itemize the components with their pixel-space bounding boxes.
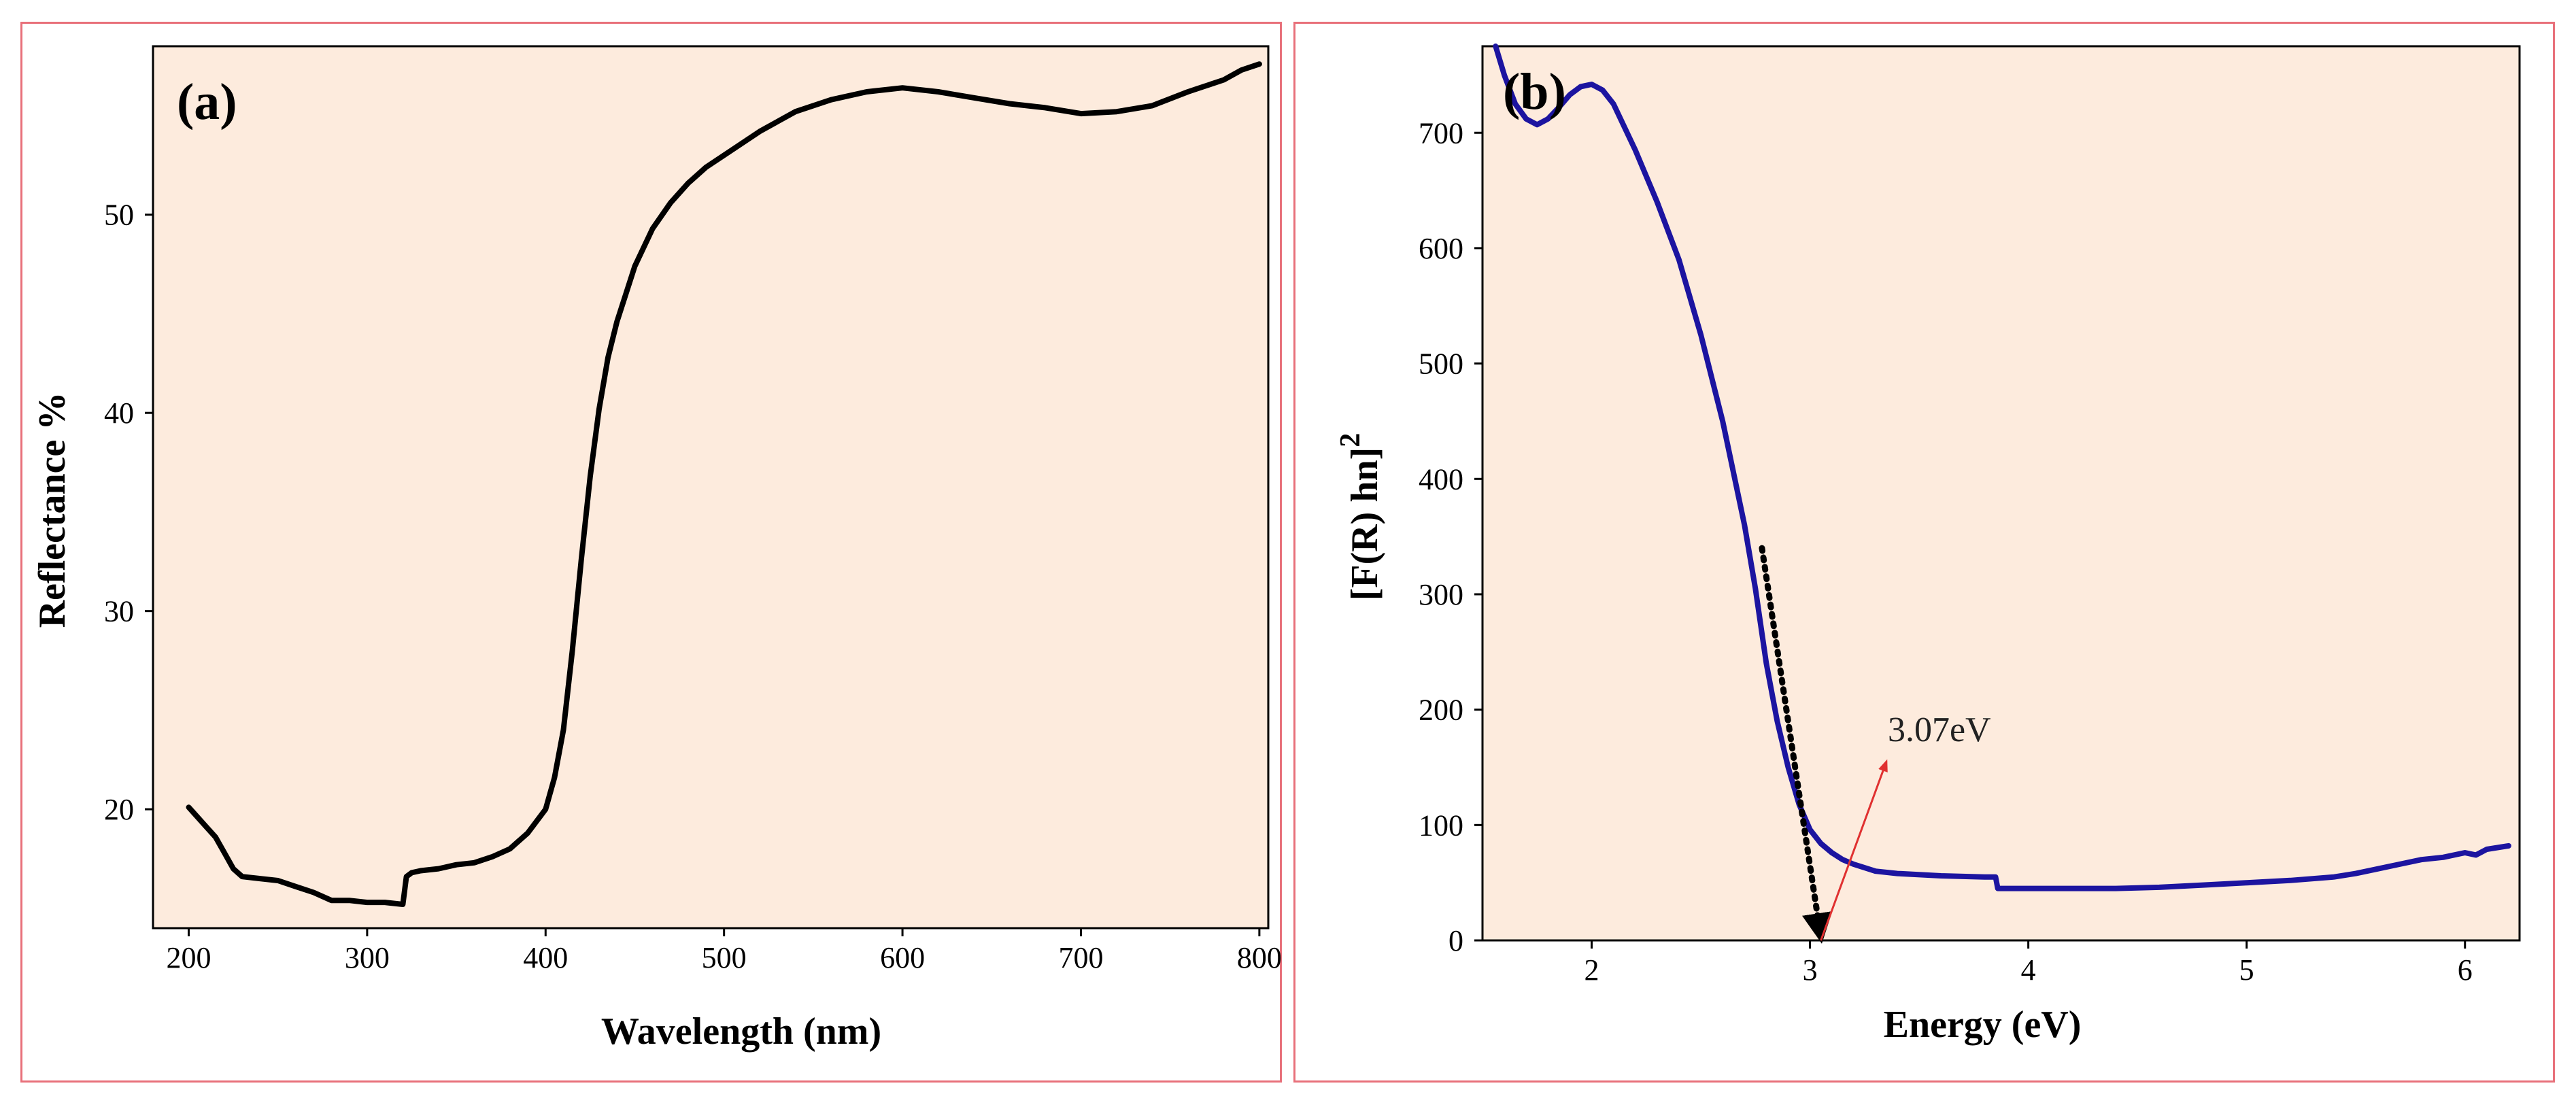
panel-b-x-tick-label: 2 <box>1584 953 1599 987</box>
panel-b-bandgap-arrow <box>1820 759 1888 941</box>
panel-b-x-tick-label: 5 <box>2239 953 2254 987</box>
panel-b-y-axis-title-superscript: 2 <box>1335 433 1366 447</box>
panel-a-x-tick-label: 600 <box>880 941 925 974</box>
panel-b-frame <box>1293 22 2555 1083</box>
panel-a-x-tick-label: 800 <box>1237 941 1282 974</box>
panel-b-y-tick-label: 300 <box>1419 578 1463 611</box>
panel-b-x-axis-title: Energy (eV) <box>1884 1004 2082 1046</box>
panel-b-x-tick-label: 4 <box>2021 953 2036 987</box>
panel-a-series-line <box>186 61 1262 907</box>
panel-a-plot-area <box>152 45 1270 930</box>
panel-a-x-axis-title: Wavelength (nm) <box>601 1010 881 1053</box>
panel-b-y-tick-label: 400 <box>1419 462 1463 496</box>
panel-b-x-tick-label: 3 <box>1803 953 1818 987</box>
panel-b-label: (b) <box>1503 63 1566 120</box>
panel-b-y-tick-label: 700 <box>1419 116 1463 150</box>
panel-a-x-tick-label: 400 <box>523 941 568 974</box>
panel-a-x-tick-label: 700 <box>1058 941 1103 974</box>
panel-a-y-tick-label: 40 <box>104 396 134 430</box>
panel-b-series-line <box>1493 44 2511 891</box>
panel-a-y-tick-label: 50 <box>104 199 134 232</box>
panel-b-x-tick-label: 6 <box>2458 953 2473 987</box>
panel-a-label: (a) <box>177 73 237 131</box>
panel-b-y-tick-label: 100 <box>1419 808 1463 842</box>
panel-b-tangent-fit-line <box>1759 545 1833 944</box>
panel-b-y-tick-label: 200 <box>1419 694 1463 727</box>
panel-a-y-tick-label: 20 <box>104 793 134 826</box>
panel-b-y-tick-label: 0 <box>1448 924 1463 957</box>
panel-b-y-tick-label: 600 <box>1419 232 1463 265</box>
panel-a-y-axis-title: Reflectance % <box>31 392 73 628</box>
panel-a-frame <box>20 22 1282 1083</box>
panel-a-y-tick-label: 30 <box>104 595 134 628</box>
panel-b-y-axis-title: [F(R) hn]2 <box>1335 433 1386 601</box>
panel-b-plot-area <box>1481 45 2521 942</box>
panel-a-x-tick-label: 500 <box>702 941 747 974</box>
panel-a-x-tick-label: 300 <box>345 941 390 974</box>
panel-b-bandgap-label: 3.07eV <box>1888 711 1991 749</box>
panel-a-x-tick-label: 200 <box>166 941 211 974</box>
panel-b-y-tick-label: 500 <box>1419 347 1463 381</box>
